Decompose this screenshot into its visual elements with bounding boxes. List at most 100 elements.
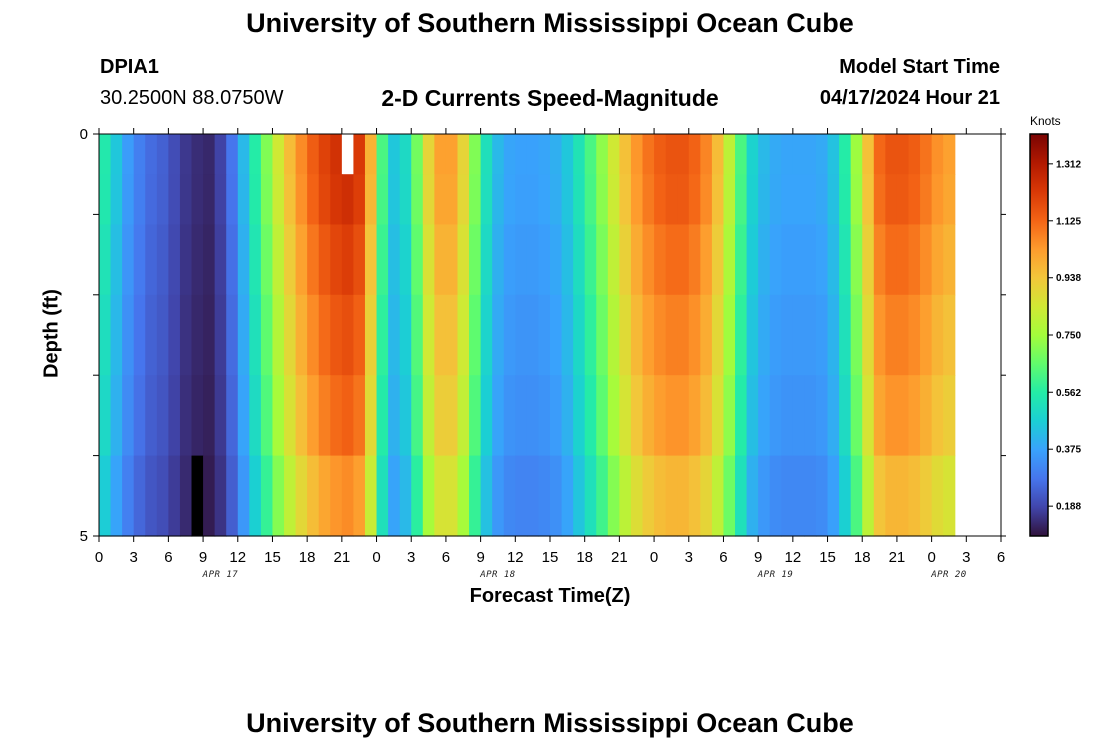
heatmap-cell — [422, 224, 435, 296]
heatmap-cell — [908, 174, 921, 226]
heatmap-cell — [445, 174, 459, 226]
heatmap-cell — [411, 134, 424, 175]
colorbar-tick-label: 0.375 — [1056, 445, 1081, 456]
heatmap-cell — [318, 294, 331, 376]
heatmap-cell — [896, 455, 910, 537]
colorbar-tick-label: 0.562 — [1056, 388, 1081, 399]
heatmap-cell — [526, 375, 540, 457]
heatmap-cell — [353, 375, 366, 457]
heatmap-cell — [145, 455, 158, 537]
heatmap-cell — [515, 375, 528, 457]
heatmap-cell — [503, 224, 516, 296]
x-tick-label: 12 — [507, 549, 524, 566]
heatmap-cell — [700, 174, 713, 226]
heatmap-chart: 0 3 6 9 12 15 18 21 0 3 6 9 12 15 18 21 0 3 6 9 12 15 18 21 0 3 6 … — [80, 126, 1006, 566]
heatmap-cell — [573, 134, 586, 175]
heatmap-cell — [226, 134, 239, 175]
heatmap-cell — [920, 134, 933, 175]
heatmap-cell — [735, 455, 748, 537]
heatmap-cell — [284, 294, 297, 376]
heatmap-cell — [318, 375, 331, 457]
heatmap-cell — [295, 224, 308, 296]
colorbar-tick-label: 0.938 — [1056, 273, 1081, 284]
heatmap-cell — [607, 294, 620, 376]
heatmap-cell — [862, 294, 875, 376]
heatmap-cell — [99, 294, 112, 376]
heatmap-cell — [307, 455, 320, 537]
heatmap-cell — [284, 224, 297, 296]
heatmap-cell — [873, 294, 886, 376]
heatmap-cell — [364, 294, 378, 376]
heatmap-cell — [203, 134, 216, 175]
x-tick-label: 18 — [576, 549, 593, 566]
heatmap-cell — [284, 134, 297, 175]
heatmap-cell — [723, 455, 736, 537]
heatmap-cell — [364, 224, 378, 296]
heatmap-cell — [711, 174, 725, 226]
heatmap-cell — [735, 174, 748, 226]
station-id: DPIA1 — [100, 56, 159, 78]
heatmap-cell — [538, 174, 551, 226]
heatmap-cell — [515, 224, 528, 296]
y-tick-label: 0 — [80, 126, 88, 143]
heatmap-cell — [746, 375, 759, 457]
colorbar-ticks: 0.188 0.375 0.562 0.750 0.938 1.125 1.312 — [1048, 159, 1081, 513]
heatmap-cell — [122, 294, 135, 376]
heatmap-cell — [873, 134, 886, 175]
heatmap-cell — [792, 294, 806, 376]
heatmap-cell — [480, 455, 493, 537]
heatmap-cell — [133, 224, 146, 296]
date-label: APR 17 — [202, 570, 239, 580]
heatmap-cell — [260, 134, 274, 175]
heatmap-cell — [815, 375, 829, 457]
heatmap-cell — [399, 455, 412, 537]
heatmap-cell — [469, 294, 482, 376]
heatmap-cell — [896, 375, 910, 457]
date-label: APR 18 — [480, 570, 516, 580]
heatmap-cell — [584, 134, 597, 175]
heatmap-cell — [341, 294, 355, 376]
heatmap-cell — [341, 134, 355, 175]
heatmap-cell — [596, 134, 609, 175]
heatmap-cell — [908, 294, 921, 376]
x-tick-label: 3 — [685, 549, 693, 566]
heatmap-cell — [885, 134, 898, 175]
heatmap-cell — [526, 455, 540, 537]
heatmap-cell — [758, 375, 771, 457]
heatmap-cell — [573, 224, 586, 296]
heatmap-cell — [677, 224, 690, 296]
heatmap-cell — [619, 134, 632, 175]
heatmap-cell — [630, 134, 644, 175]
heatmap-cell — [260, 294, 274, 376]
heatmap-cell — [156, 455, 169, 537]
heatmap-cell — [99, 224, 112, 296]
heatmap-cell — [237, 134, 250, 175]
heatmap-cell — [538, 375, 551, 457]
heatmap-cell — [445, 455, 459, 537]
heatmap-cell — [469, 375, 482, 457]
heatmap-cell — [503, 294, 516, 376]
heatmap-cell — [654, 375, 667, 457]
colorbar-gradient — [1029, 133, 1049, 537]
x-tick-label: 6 — [164, 549, 172, 566]
heatmap-cell — [654, 224, 667, 296]
heatmap-cell — [746, 224, 759, 296]
heatmap-cell — [735, 375, 748, 457]
x-tick-label: 3 — [130, 549, 138, 566]
heatmap-cell — [931, 224, 944, 296]
heatmap-cell — [850, 455, 863, 537]
station-coordinates: 30.2500N 88.0750W — [100, 87, 284, 109]
heatmap-cell — [145, 294, 158, 376]
heatmap-cell — [607, 224, 620, 296]
heatmap-cell — [99, 455, 112, 537]
heatmap-cell — [341, 455, 355, 537]
x-tick-label: 3 — [962, 549, 970, 566]
heatmap-cell — [931, 134, 944, 175]
heatmap-cell — [203, 455, 216, 537]
heatmap-cell — [295, 375, 308, 457]
heatmap-cell — [376, 134, 389, 175]
heatmap-cell — [538, 134, 551, 175]
heatmap-cell — [214, 375, 227, 457]
heatmap-cell — [179, 455, 193, 537]
heatmap-cell — [260, 455, 274, 537]
